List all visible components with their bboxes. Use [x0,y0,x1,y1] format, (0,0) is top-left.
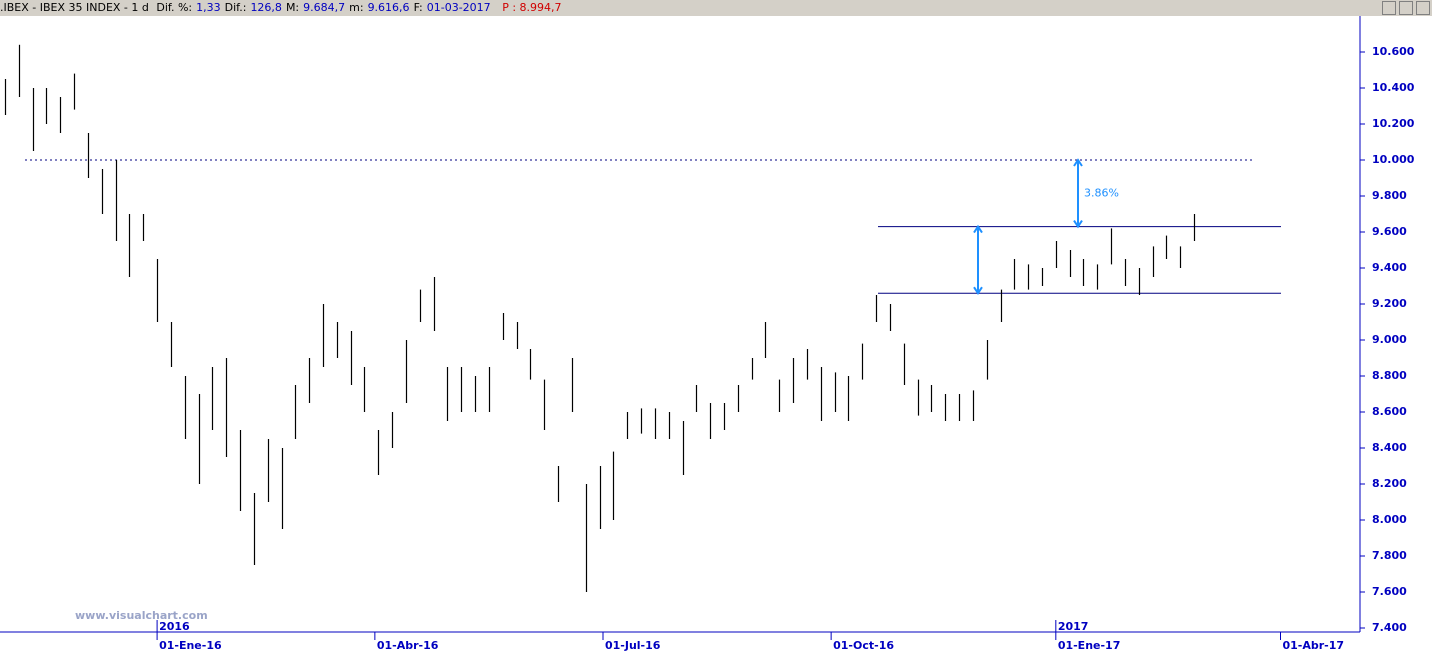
y-tick-label: 7.600 [1372,585,1407,598]
field-value: 126,8 [250,1,282,14]
x-tick-label: 01-Ene-16 [159,639,222,652]
arrow-head [973,286,983,296]
y-tick-label: 7.400 [1372,621,1407,634]
y-tick-label: 8.600 [1372,405,1407,418]
arrow-head [1073,158,1083,167]
close-button[interactable] [1416,1,1430,15]
year-label: 2017 [1058,620,1089,633]
y-tick-label: 9.600 [1372,225,1407,238]
x-tick-label: 01-Oct-16 [833,639,894,652]
watermark: www.visualchart.com [75,609,208,622]
x-tick-label: 01-Abr-17 [1282,639,1344,652]
y-tick-label: 8.200 [1372,477,1407,490]
field-value: 01-03-2017 [426,1,491,14]
window-buttons [1379,1,1430,20]
year-label: 2016 [159,620,190,633]
y-tick-label: 10.000 [1372,153,1415,166]
y-tick-label: 9.000 [1372,333,1407,346]
field-value: 9.616,6 [367,1,410,14]
minimize-button[interactable] [1382,1,1396,15]
y-tick-label: 9.200 [1372,297,1407,310]
field-label: Dif. %: [156,1,193,14]
y-tick-label: 10.400 [1372,81,1415,94]
y-tick-label: 8.800 [1372,369,1407,382]
x-tick-label: 01-Ene-17 [1058,639,1121,652]
arrow-label: 3.86% [1084,186,1119,199]
x-tick-label: 01-Abr-16 [377,639,439,652]
field-label: m: [349,1,364,14]
field-value: 9.684,7 [303,1,346,14]
field-label: M: [285,1,300,14]
x-tick-label: 01-Jul-16 [605,639,661,652]
field-value: 1,33 [196,1,221,14]
arrow-head [1073,220,1083,229]
symbol: .IBEX - IBEX 35 INDEX - 1 d [0,1,149,14]
y-tick-label: 7.800 [1372,549,1407,562]
maximize-button[interactable] [1399,1,1413,15]
y-tick-label: 10.200 [1372,117,1415,130]
chart: 7.400 7.600 7.800 8.000 8.200 8.400 8.600 8.800… [0,16,1415,652]
y-tick-label: 9.400 [1372,261,1407,274]
field-label: F: [413,1,423,14]
field-label: Dif.: [224,1,247,14]
arrow-head [973,224,983,234]
y-tick-label: 8.000 [1372,513,1407,526]
y-tick-label: 9.800 [1372,189,1407,202]
y-tick-label: 8.400 [1372,441,1407,454]
last-price: P : 8.994,7 [502,1,562,14]
fields: Dif. %: 1,33 Dif.: 126,8 M: 9.684,7 m: 9.616,6 F… [156,1,494,14]
header-bar: .IBEX - IBEX 35 INDEX - 1 d Dif. %: 1,33 D… [0,0,1432,16]
y-tick-label: 10.600 [1372,45,1415,58]
